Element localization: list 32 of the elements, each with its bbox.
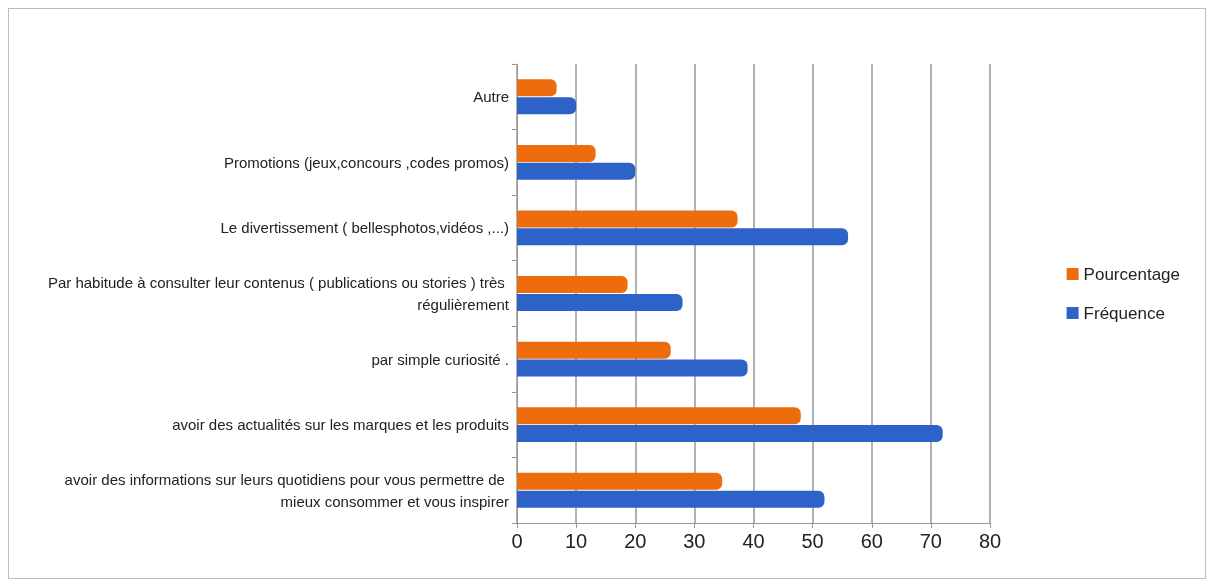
bar — [517, 472, 723, 490]
y-tick-label: par simple curiosité . — [371, 350, 509, 368]
legend-label: Fréquence — [1083, 303, 1165, 323]
x-tick-label: 0 — [511, 530, 523, 552]
x-tick-label: 80 — [978, 530, 1002, 552]
bar — [517, 490, 825, 508]
y-tick-label: avoir des actualités sur les marques et les produits — [172, 416, 509, 434]
x-tick-label: 50 — [801, 530, 824, 552]
x-tick-label: 30 — [683, 530, 706, 552]
y-tick-label: Par habitude à consulter leur contenus ( publications ou stories ) très régulièrement — [47, 274, 510, 313]
bar — [517, 407, 801, 425]
bar — [517, 425, 943, 443]
x-tick-label: 60 — [860, 530, 883, 552]
y-tick-label: avoir des informations sur leurs quotidiens pour vous permettre de mieux consommer et vous inspirer — [64, 470, 509, 510]
bar — [517, 341, 671, 359]
bar — [517, 359, 748, 377]
x-tick-label: 20 — [624, 530, 647, 552]
y-tick-label: Promotions (jeux,concours ,codes promos) — [223, 153, 509, 171]
y-tick-label: Autre — [473, 88, 509, 106]
bar — [517, 79, 557, 97]
bar — [517, 210, 738, 228]
x-tick-label: 10 — [565, 530, 588, 552]
bar — [517, 293, 683, 311]
bar — [517, 97, 577, 115]
bar — [517, 228, 849, 246]
bar — [517, 276, 628, 294]
bar — [517, 162, 636, 180]
legend-label: Pourcentage — [1083, 264, 1180, 284]
bar — [517, 144, 596, 162]
y-tick-label: Le divertissement ( bellesphotos,vidéos ,...) — [220, 219, 509, 237]
x-tick-label: 70 — [919, 530, 942, 552]
x-tick-label: 40 — [742, 530, 765, 552]
